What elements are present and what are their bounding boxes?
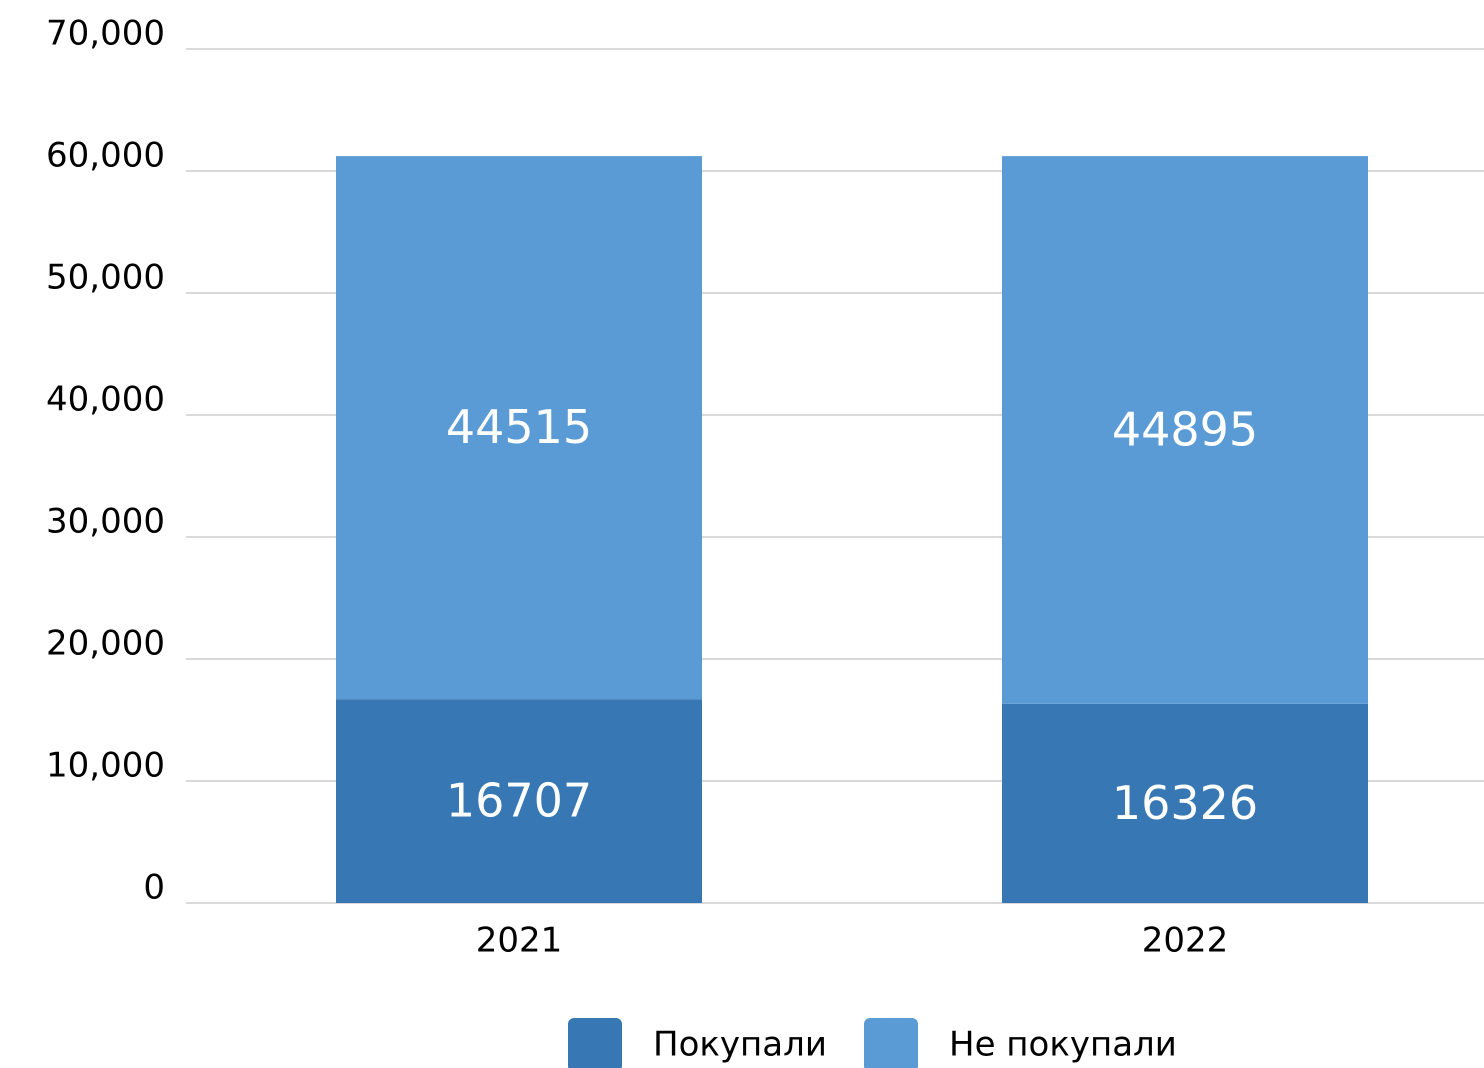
y-tick-label: 40,000	[46, 380, 165, 420]
y-tick-label: 10,000	[46, 746, 165, 786]
y-tick-label: 0	[143, 868, 165, 908]
legend-label: Не покупали	[949, 1025, 1177, 1065]
legend-swatch	[864, 1018, 918, 1068]
bar-segment	[336, 699, 702, 903]
y-tick-label: 30,000	[46, 502, 165, 542]
bar-segment	[1002, 156, 1368, 704]
bar-segment	[336, 156, 702, 700]
bar-segment	[1002, 703, 1368, 903]
legend-label: Покупали	[653, 1025, 827, 1065]
y-tick-label: 70,000	[46, 14, 165, 54]
y-tick-label: 60,000	[46, 136, 165, 176]
y-tick-label: 50,000	[46, 258, 165, 298]
data-label: 16326	[1112, 776, 1258, 830]
legend-swatch	[568, 1018, 622, 1068]
data-label: 16707	[446, 774, 592, 828]
x-tick-label: 2021	[476, 921, 563, 961]
data-label: 44895	[1112, 402, 1258, 456]
data-label: 44515	[446, 400, 592, 454]
y-tick-label: 20,000	[46, 624, 165, 664]
x-tick-label: 2022	[1142, 921, 1229, 961]
